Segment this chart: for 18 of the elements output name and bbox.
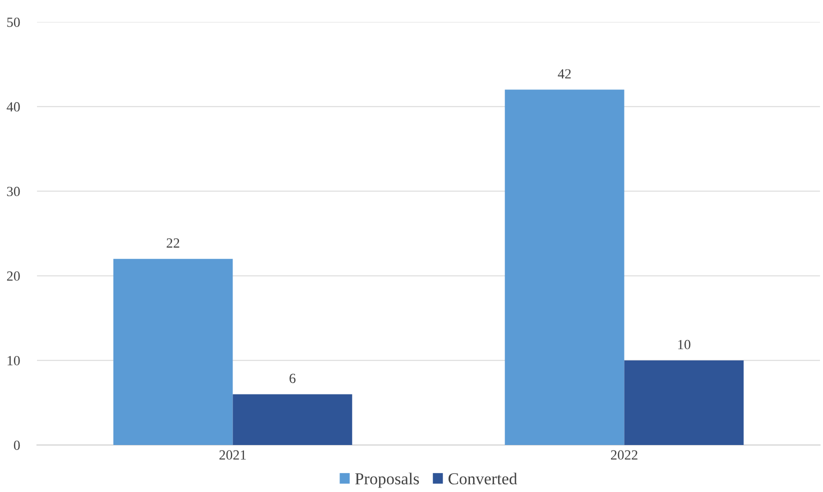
x-tick-label: 2021 [219, 450, 246, 460]
x-tick-label: 2022 [610, 450, 638, 460]
legend-label: Proposals [355, 472, 419, 488]
data-label: 10 [678, 340, 690, 350]
bar [624, 360, 744, 445]
bar [504, 90, 624, 445]
y-tick-label: 20 [7, 271, 20, 281]
legend-label: Converted [448, 472, 518, 484]
y-tick-label: 40 [6, 102, 20, 112]
y-tick-label: 0 [14, 440, 20, 450]
data-label: 6 [290, 374, 296, 384]
y-tick-label: 50 [7, 18, 20, 27]
y-tick-label: 10 [8, 356, 20, 366]
bar [113, 258, 233, 445]
bar [232, 394, 352, 445]
y-tick-label: 30 [7, 186, 20, 196]
data-label: 42 [558, 69, 571, 78]
data-label: 22 [166, 238, 180, 248]
